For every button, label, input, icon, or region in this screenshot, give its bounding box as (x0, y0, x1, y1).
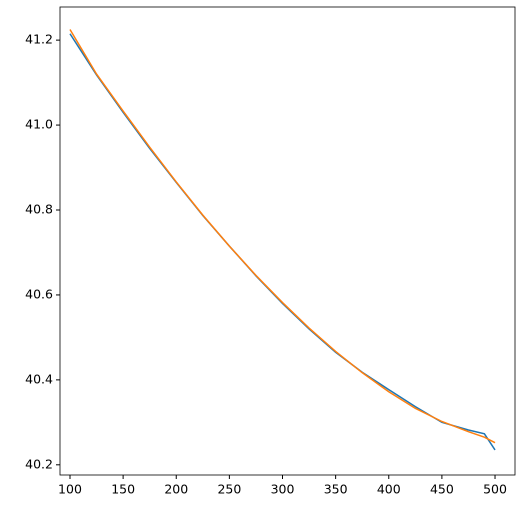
x-tick-label: 500 (483, 482, 507, 497)
plot-frame (59, 6, 516, 476)
y-tick-label: 40.2 (25, 456, 53, 471)
x-tick-label: 200 (164, 482, 188, 497)
y-tick-label: 41.0 (25, 117, 53, 132)
line-series (69, 33, 496, 451)
x-tick-label: 250 (217, 482, 241, 497)
y-tick-label: 41.2 (25, 32, 53, 47)
x-tick-label: 450 (430, 482, 454, 497)
y-tick-label: 40.8 (25, 201, 53, 216)
y-tick-label: 40.6 (25, 286, 53, 301)
x-tick-label: 400 (377, 482, 401, 497)
x-tick-label: 350 (324, 482, 348, 497)
x-tick-label: 150 (111, 482, 135, 497)
y-tick-label: 40.4 (25, 371, 53, 386)
x-tick-label: 300 (271, 482, 295, 497)
line-series (69, 29, 496, 444)
x-tick-label: 100 (58, 482, 82, 497)
